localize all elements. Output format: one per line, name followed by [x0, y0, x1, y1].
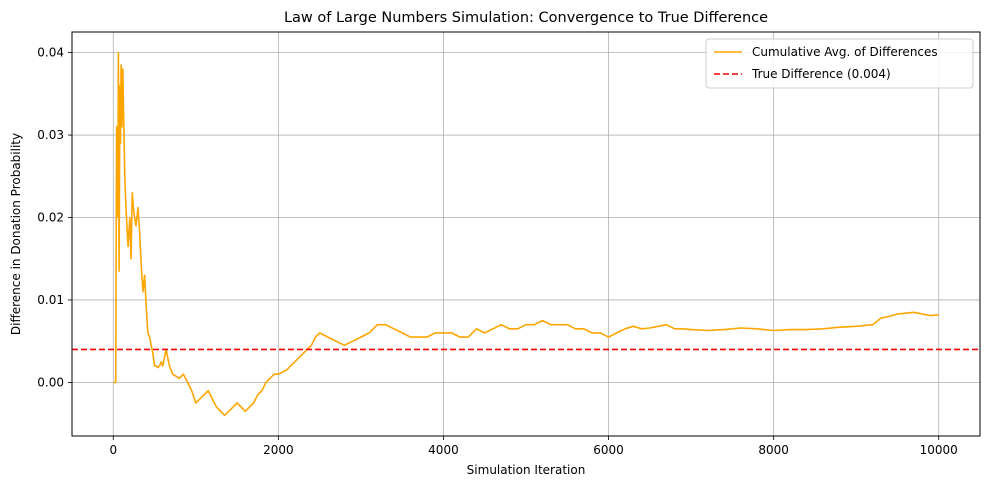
plot-frame — [71, 31, 981, 437]
x-axis-ticks: 0 2000 4000 6000 8000 10000 — [109, 436, 958, 457]
x-tick-label: 8000 — [758, 443, 789, 457]
y-tick-label: 0.01 — [37, 293, 64, 307]
plot-lines — [72, 51, 980, 417]
y-tick-label: 0.04 — [37, 46, 64, 60]
legend: Cumulative Avg. of Differences True Diff… — [705, 38, 974, 89]
x-tick-label: 10000 — [920, 443, 958, 457]
legend-box — [705, 38, 974, 89]
x-axis-title: Simulation Iteration — [467, 463, 586, 477]
y-tick-label: 0.03 — [37, 128, 64, 142]
y-axis-title: Difference in Donation Probability — [9, 133, 23, 335]
legend-label-true-difference: True Difference (0.004) — [751, 67, 891, 81]
y-tick-label: 0.00 — [37, 375, 64, 389]
x-tick-label: 0 — [109, 443, 117, 457]
y-tick-label: 0.02 — [37, 211, 64, 225]
x-tick-label: 6000 — [593, 443, 624, 457]
series-line-cumulative-avg — [113, 51, 939, 417]
x-tick-label: 4000 — [428, 443, 459, 457]
y-axis-ticks: 0.00 0.01 0.02 0.03 0.04 — [37, 46, 72, 389]
x-tick-label: 2000 — [263, 443, 294, 457]
legend-label-cumulative-avg: Cumulative Avg. of Differences — [752, 45, 938, 59]
chart-title: Law of Large Numbers Simulation: Converg… — [284, 10, 768, 26]
